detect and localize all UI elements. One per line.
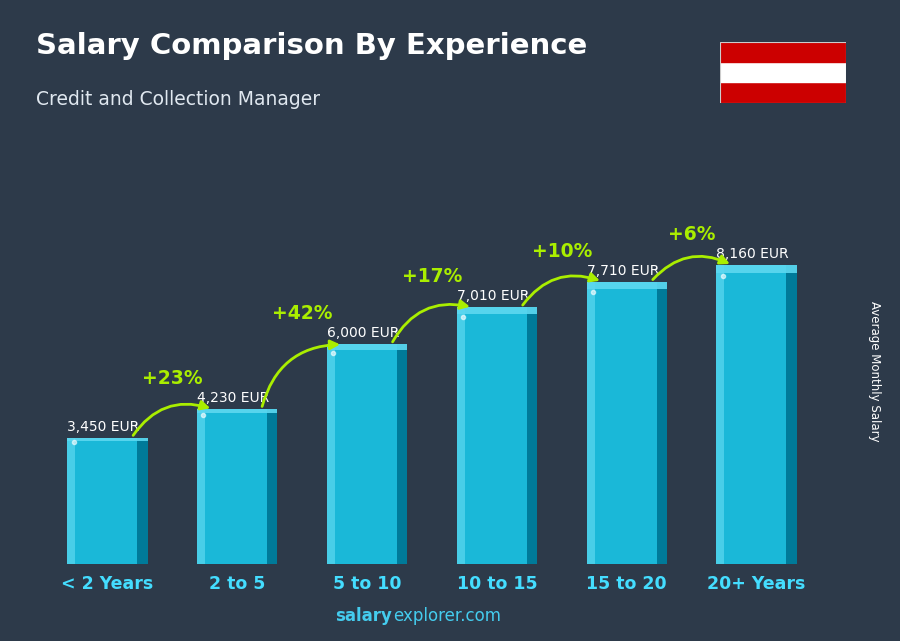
- Bar: [720, 62, 846, 82]
- Bar: [137, 438, 148, 564]
- Text: +42%: +42%: [272, 304, 332, 323]
- Bar: [456, 307, 537, 564]
- Text: 7,010 EUR: 7,010 EUR: [456, 290, 529, 303]
- Bar: [267, 409, 277, 564]
- Text: explorer.com: explorer.com: [393, 607, 501, 625]
- Bar: [68, 438, 148, 441]
- Text: +17%: +17%: [401, 267, 463, 286]
- Text: 6,000 EUR: 6,000 EUR: [327, 326, 400, 340]
- Bar: [587, 281, 667, 564]
- Bar: [720, 82, 846, 103]
- Bar: [327, 344, 408, 564]
- Text: 7,710 EUR: 7,710 EUR: [587, 264, 659, 278]
- Text: Salary Comparison By Experience: Salary Comparison By Experience: [36, 32, 587, 60]
- Bar: [587, 281, 595, 564]
- Bar: [656, 281, 667, 564]
- Bar: [716, 265, 796, 272]
- Text: 4,230 EUR: 4,230 EUR: [197, 391, 269, 405]
- Text: +10%: +10%: [532, 242, 592, 260]
- Bar: [456, 307, 537, 313]
- Bar: [716, 265, 725, 564]
- Text: Average Monthly Salary: Average Monthly Salary: [868, 301, 881, 442]
- Bar: [327, 344, 335, 564]
- Text: 8,160 EUR: 8,160 EUR: [716, 247, 789, 262]
- Bar: [68, 438, 76, 564]
- Bar: [526, 307, 537, 564]
- Bar: [716, 265, 796, 564]
- Bar: [68, 438, 148, 564]
- Text: salary: salary: [335, 607, 392, 625]
- Bar: [197, 409, 205, 564]
- Bar: [787, 265, 796, 564]
- Text: +6%: +6%: [668, 225, 716, 244]
- Bar: [197, 409, 277, 413]
- Bar: [587, 281, 667, 288]
- Text: Credit and Collection Manager: Credit and Collection Manager: [36, 90, 320, 109]
- Bar: [720, 42, 846, 62]
- Bar: [456, 307, 464, 564]
- Bar: [197, 409, 277, 564]
- Text: 3,450 EUR: 3,450 EUR: [68, 420, 140, 434]
- Bar: [397, 344, 408, 564]
- Text: +23%: +23%: [142, 369, 202, 388]
- Bar: [327, 344, 408, 350]
